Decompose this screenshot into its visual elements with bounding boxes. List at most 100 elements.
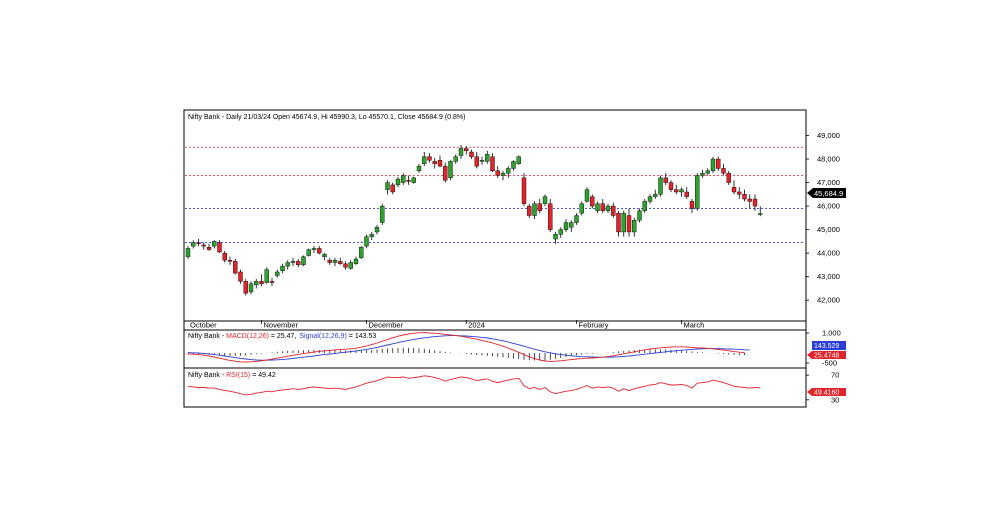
candle-body — [485, 154, 490, 162]
candle — [605, 203, 611, 214]
macd-legend-label: MACD(12,26) — [226, 333, 269, 340]
rsi-y-axis: 70 30 — [806, 371, 839, 404]
candle — [206, 243, 212, 251]
candle-body — [584, 189, 590, 202]
last-price-badge-shape — [807, 188, 846, 198]
candle-body — [406, 180, 411, 182]
candle-body — [458, 148, 464, 156]
candle-body — [385, 182, 390, 190]
candle-body — [285, 262, 290, 267]
candle — [191, 240, 196, 249]
candle — [196, 239, 201, 247]
rsi-panel-frame — [183, 367, 807, 408]
candle — [437, 155, 443, 168]
candle — [558, 227, 563, 238]
candle-body — [511, 161, 516, 169]
candle — [332, 257, 338, 267]
candle-body — [626, 215, 632, 233]
macd-legend-value: = 25.47, — [269, 333, 296, 340]
candle-body — [275, 271, 280, 276]
candle — [731, 180, 737, 195]
candle — [243, 279, 248, 296]
rsi-badge-label: 49.4160 — [814, 390, 839, 397]
candle — [353, 256, 359, 265]
candle — [521, 173, 527, 207]
candle — [590, 194, 595, 209]
rsi-line — [187, 375, 761, 396]
candle — [490, 153, 495, 172]
candle — [401, 173, 406, 185]
candle-body — [448, 161, 453, 179]
candle-body — [227, 259, 233, 262]
candle-body — [542, 196, 548, 204]
candle-body — [374, 227, 380, 233]
candle — [721, 163, 726, 176]
candle-body — [731, 187, 737, 193]
candle — [616, 210, 621, 237]
candle-body — [579, 203, 584, 214]
candle-body — [401, 175, 406, 183]
macd-panel-title: Nifty Bank - MACD(12,26) = 25.47, Signal(… — [188, 333, 376, 340]
candle — [479, 156, 485, 165]
macd-title-prefix: Nifty Bank - — [188, 333, 226, 340]
candle-body — [422, 156, 427, 164]
candle — [595, 201, 600, 214]
candle-body — [348, 262, 353, 269]
candle — [374, 224, 380, 235]
candle-body — [569, 222, 574, 228]
candle-body — [296, 261, 301, 266]
candle-body — [616, 212, 621, 233]
candle-body — [201, 244, 206, 247]
candle-body — [689, 201, 695, 209]
candle-body — [212, 241, 217, 247]
candle-body — [479, 160, 485, 162]
candle-body — [695, 175, 700, 209]
macd-badge-label: 25.4748 — [814, 353, 839, 360]
price-tick-label: 44,000 — [817, 249, 840, 258]
candle — [264, 267, 269, 284]
candle — [380, 203, 385, 225]
candle-body — [721, 168, 726, 174]
candle-body — [642, 201, 647, 211]
candle — [574, 213, 579, 225]
candle — [579, 201, 584, 216]
candle-body — [222, 252, 227, 261]
month-label: December — [369, 321, 404, 330]
candle — [185, 246, 191, 260]
candle — [642, 199, 647, 214]
candle — [369, 231, 374, 241]
month-label: 2024 — [468, 321, 485, 330]
candle-body — [663, 177, 668, 183]
candle — [689, 199, 695, 214]
candle-body — [516, 156, 521, 164]
macd-tick-label: -500 — [822, 359, 837, 368]
candle-body — [474, 156, 479, 167]
candle-body — [621, 212, 626, 233]
signal-line — [187, 335, 750, 361]
rsi-legend-label: RSI(15) — [226, 372, 250, 379]
candle — [553, 231, 558, 244]
candle — [516, 155, 521, 165]
candle-body — [590, 196, 595, 207]
candle-body — [679, 189, 684, 193]
candle — [453, 154, 458, 164]
candle — [269, 277, 275, 287]
signal-badge-label: 143.529 — [814, 343, 839, 350]
month-label: February — [579, 321, 609, 330]
candle — [716, 156, 721, 171]
candle — [343, 261, 348, 270]
candle — [432, 157, 437, 169]
candle — [327, 257, 332, 265]
candle-body — [469, 151, 474, 157]
candle — [254, 279, 259, 289]
candle-body — [269, 281, 275, 283]
candle-body — [600, 203, 605, 211]
candle-body — [290, 261, 296, 263]
candle-body — [338, 261, 343, 264]
candle — [653, 189, 658, 200]
candle — [306, 248, 311, 257]
candle — [322, 253, 327, 261]
candle — [201, 242, 206, 250]
candle-body — [611, 205, 616, 216]
